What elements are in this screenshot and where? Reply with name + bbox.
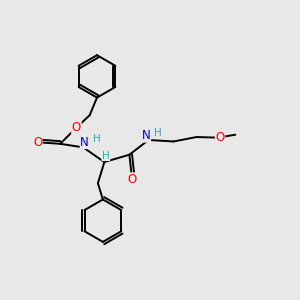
Text: H: H bbox=[92, 134, 100, 144]
Text: H: H bbox=[154, 128, 162, 138]
Text: O: O bbox=[127, 173, 136, 186]
Text: H: H bbox=[102, 151, 110, 160]
Text: O: O bbox=[33, 136, 42, 149]
Text: O: O bbox=[215, 130, 225, 143]
Text: N: N bbox=[142, 129, 151, 142]
Text: N: N bbox=[80, 136, 89, 148]
Text: O: O bbox=[72, 121, 81, 134]
